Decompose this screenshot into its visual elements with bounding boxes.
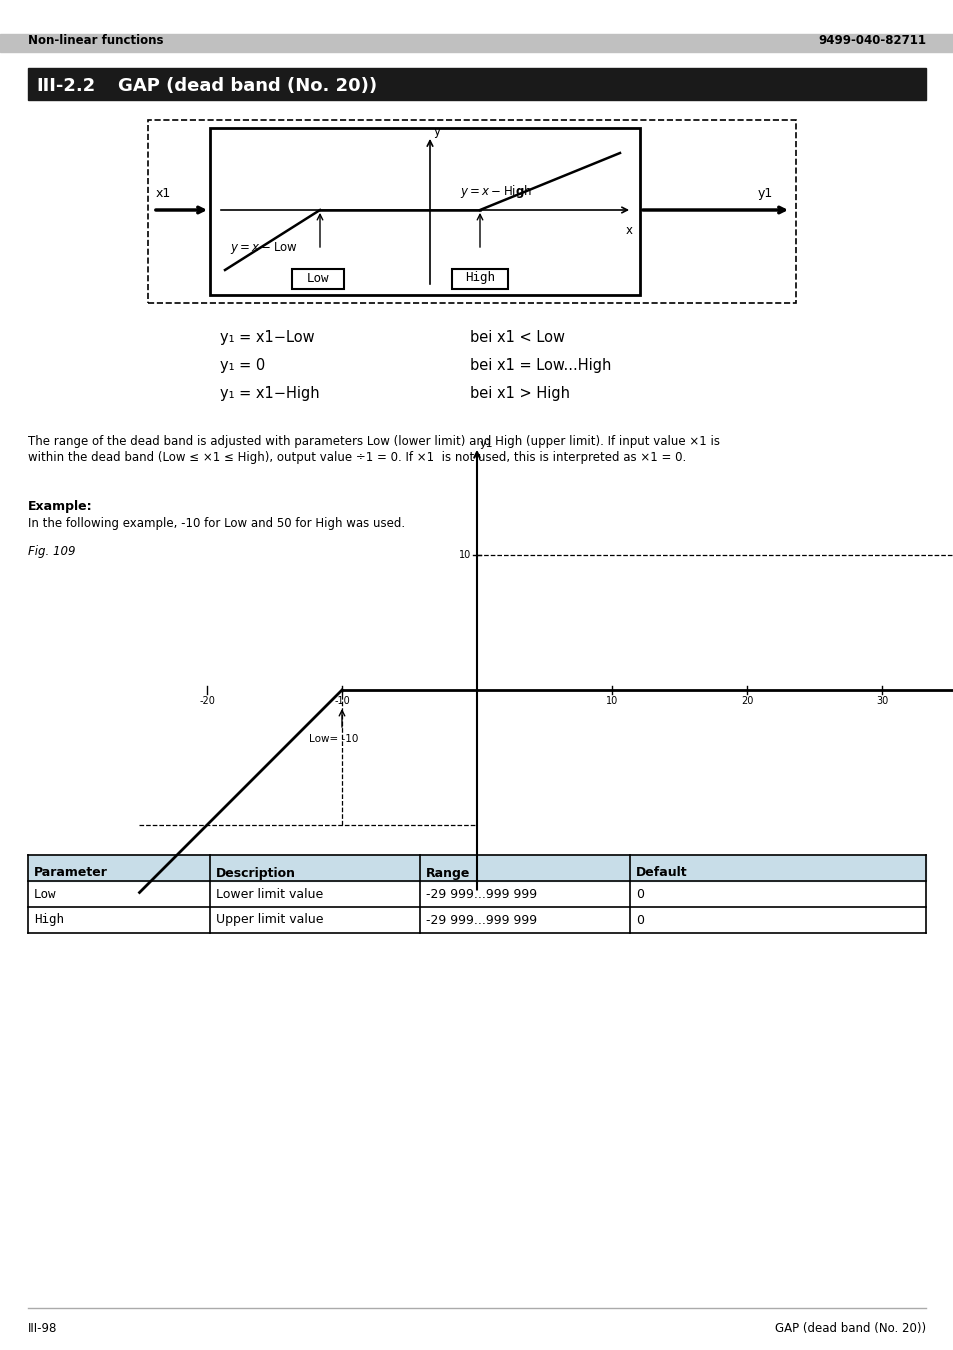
Text: bei x1 > High: bei x1 > High: [470, 386, 569, 401]
Text: x: x: [625, 224, 633, 238]
Bar: [148, 120, 795, 302]
Text: y1: y1: [758, 188, 773, 200]
Text: GAP (dead band (No. 20)): GAP (dead band (No. 20)): [774, 1322, 925, 1335]
Text: Non-linear functions: Non-linear functions: [28, 34, 163, 47]
Text: bei x1 = Low...High: bei x1 = Low...High: [470, 358, 611, 373]
Text: Description: Description: [215, 867, 295, 879]
Text: III-98: III-98: [28, 1322, 57, 1335]
Text: x1: x1: [156, 188, 172, 200]
Text: Upper limit value: Upper limit value: [215, 914, 323, 926]
Text: Low= -10: Low= -10: [309, 734, 358, 744]
Text: y₁ = 0: y₁ = 0: [220, 358, 265, 373]
Text: within the dead band (Low ≤ ×1 ≤ High), output value ÷1 = 0. If ×1  is not used,: within the dead band (Low ≤ ×1 ≤ High), …: [28, 451, 685, 464]
Text: 9499-040-82711: 9499-040-82711: [817, 34, 925, 47]
Bar: [0, 34, 953, 53]
Text: High: High: [34, 914, 64, 926]
Text: 0: 0: [636, 914, 643, 926]
Text: -29 999...999 999: -29 999...999 999: [426, 914, 537, 926]
Text: III-2.2: III-2.2: [36, 77, 95, 95]
Text: y₁ = x1−Low: y₁ = x1−Low: [220, 329, 314, 346]
Text: The range of the dead band is adjusted with parameters Low (lower limit) and Hig: The range of the dead band is adjusted w…: [28, 435, 720, 448]
Text: 10: 10: [458, 549, 471, 560]
Text: GAP (dead band (No. 20)): GAP (dead band (No. 20)): [118, 77, 376, 95]
Text: 10: 10: [605, 697, 618, 706]
Text: 0: 0: [636, 887, 643, 900]
Bar: [452, 269, 507, 289]
Text: y1: y1: [479, 439, 493, 450]
Text: Default: Default: [636, 867, 687, 879]
Text: 20: 20: [740, 697, 753, 706]
Text: $y = x - \mathsf{Low}$: $y = x - \mathsf{Low}$: [230, 240, 297, 256]
Text: In the following example, -10 for Low and 50 for High was used.: In the following example, -10 for Low an…: [28, 517, 405, 531]
Text: Example:: Example:: [28, 500, 92, 513]
Text: bei x1 < Low: bei x1 < Low: [470, 329, 564, 346]
Text: -10: -10: [334, 697, 350, 706]
Text: Low: Low: [34, 887, 56, 900]
Bar: [28, 855, 925, 882]
Text: Parameter: Parameter: [34, 867, 108, 879]
Bar: [210, 128, 639, 296]
Text: -20: -20: [199, 697, 214, 706]
Text: $y = x - \mathsf{Hi\mathbf{g}h}$: $y = x - \mathsf{Hi\mathbf{g}h}$: [459, 184, 532, 200]
Text: y₁ = x1−High: y₁ = x1−High: [220, 386, 319, 401]
Text: Fig. 109: Fig. 109: [28, 545, 75, 558]
Bar: [28, 68, 925, 100]
Text: 30: 30: [875, 697, 887, 706]
Text: Lower limit value: Lower limit value: [215, 887, 323, 900]
Text: Range: Range: [426, 867, 470, 879]
Text: Low: Low: [307, 271, 329, 285]
Text: y: y: [434, 126, 440, 138]
Text: -29 999...999 999: -29 999...999 999: [426, 887, 537, 900]
Text: High: High: [464, 271, 495, 285]
Bar: [292, 269, 344, 289]
